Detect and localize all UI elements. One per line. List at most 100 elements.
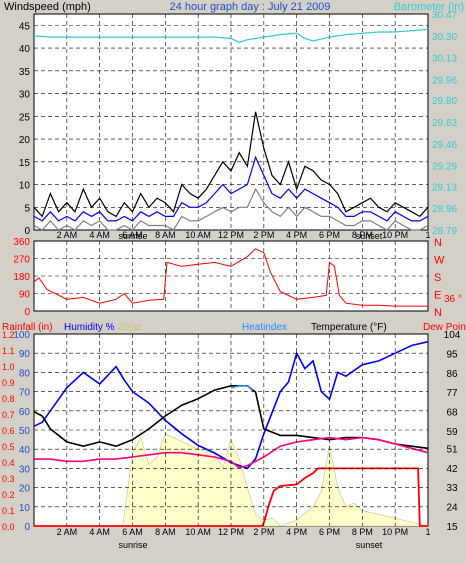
compass-label: N [434, 237, 442, 249]
temperature-tick-label: 42 [446, 464, 458, 475]
climate-x-tick-label: 6 PM [319, 527, 340, 537]
climate-x-tick-label: 2 AM [57, 527, 78, 537]
wind-x-tick-label: 10 PM [382, 230, 408, 240]
temperature-tick-label: 51 [446, 444, 458, 455]
direction-tick-label: 270 [13, 255, 30, 266]
wind-x-tick-label: 8 AM [155, 230, 176, 240]
climate-axis-ticks: 0 10 20 30 40 50 60 70 80 90 100 0.0 0.1 0.2 0.3 0.4 0.5… [2, 330, 461, 537]
wind-tick-label: 30 [19, 90, 31, 101]
temperature-tick-label: 24 [446, 503, 458, 514]
direction-series [33, 248, 428, 307]
solar-axis-label: Solar [118, 322, 142, 333]
rain-tick-label: 0.8 [2, 394, 15, 404]
temperature-tick-label: 104 [444, 330, 461, 341]
barometer-tick-label: 29.63 [432, 118, 457, 129]
wind-tick-label: 5 [24, 203, 30, 214]
barometer-tick-label: 29.29 [432, 162, 457, 173]
climate-x-tick-label: 2 PM [253, 527, 274, 537]
rain-tick-label: 1.1 [2, 346, 15, 356]
direction-tick-label: 360 [13, 237, 30, 248]
compass-label: E [434, 290, 441, 302]
barometer-tick-label: 29.46 [432, 140, 457, 151]
barometer-tick-label: 29.96 [432, 76, 457, 87]
series-line-gust [33, 111, 429, 218]
compass-label: W [434, 255, 445, 267]
temperature-axis-label: Temperature (°F) [311, 322, 387, 333]
climate-x-tick-label: 4 AM [89, 527, 110, 537]
climate-x-tick-label: 10 PM [382, 527, 408, 537]
humidity-tick-label: 20 [19, 484, 31, 495]
wind-x-tick-label: 10 AM [185, 230, 211, 240]
sunset-label-top: sunset [356, 231, 383, 241]
climate-x-tick-label: 1 [425, 527, 430, 537]
wind-x-tick-label: 4 PM [286, 230, 307, 240]
wind-tick-label: 25 [19, 112, 31, 123]
wind-tick-label: 40 [19, 44, 31, 55]
humidity-tick-label: 90 [19, 349, 31, 360]
wind-tick-label: 0 [24, 226, 30, 237]
wind-tick-label: 10 [19, 181, 31, 192]
compass-label: S [434, 272, 441, 284]
wind-series [33, 28, 429, 231]
windspeed-axis-label: Windspeed (mph) [4, 1, 91, 13]
barometer-tick-label: 30.47 [432, 10, 457, 21]
humidity-tick-label: 60 [19, 407, 31, 418]
sunrise-label-top: sunrise [118, 231, 147, 241]
rain-tick-label: 1.0 [2, 362, 15, 372]
barometer-tick-label: 29.13 [432, 182, 457, 193]
direction-tick-label: 90 [19, 290, 31, 301]
temperature-tick-label: 68 [446, 408, 458, 419]
series-line-dewpoint [34, 436, 429, 469]
temperature-tick-label: 59 [446, 427, 458, 438]
wind-x-tick-label: 12 PM [218, 230, 244, 240]
series-line-low [33, 187, 429, 231]
wind-x-tick-label: 2 PM [253, 230, 274, 240]
dewpoint-label: Dew Point [423, 322, 466, 333]
sunrise-label-bottom: sunrise [118, 540, 147, 550]
wind-x-tick-label: 8 PM [352, 230, 373, 240]
barometer-tick-label: 29.80 [432, 96, 457, 107]
climate-gridlines [34, 334, 428, 526]
temperature-tick-label: 86 [446, 369, 458, 380]
barometer-tick-label: 28.96 [432, 204, 457, 215]
humidity-tick-label: 40 [19, 445, 31, 456]
rain-tick-label: 0.9 [2, 378, 15, 388]
graph-title: 24 hour graph day : July 21 2009 [170, 1, 331, 13]
climate-x-tick-label: 10 AM [185, 527, 211, 537]
climate-x-tick-label: 8 PM [352, 527, 373, 537]
humidity-tick-label: 80 [19, 368, 31, 379]
rain-tick-label: 0.4 [2, 458, 15, 468]
temperature-tick-label: 77 [446, 388, 458, 399]
temperature-tick-label: 33 [446, 483, 458, 494]
series-line-heatindex [230, 385, 253, 391]
series-line-barometer [33, 28, 429, 43]
barometer-axis-label: Barometer (in) [394, 1, 464, 13]
direction-extra-label: 36 ° [444, 294, 462, 305]
compass-label: N [434, 307, 442, 319]
wind-x-tick-label: 2 AM [57, 230, 78, 240]
climate-x-tick-label: 4 PM [286, 527, 307, 537]
rain-tick-label: 1.2 [2, 330, 15, 340]
barometer-tick-label: 30.30 [432, 32, 457, 43]
humidity-axis-label: Humidity % [64, 322, 115, 333]
rain-tick-label: 0.1 [2, 506, 15, 516]
humidity-tick-label: 70 [19, 388, 31, 399]
wind-x-tick-label: 1 [425, 230, 430, 240]
humidity-tick-label: 30 [19, 464, 31, 475]
rain-tick-label: 0.2 [2, 490, 15, 500]
humidity-tick-label: 50 [19, 426, 31, 437]
barometer-tick-label: 30.13 [432, 54, 457, 65]
rain-tick-label: 0.6 [2, 426, 15, 436]
wind-tick-label: 20 [19, 135, 31, 146]
humidity-tick-label: 100 [13, 330, 30, 341]
series-line-avg [33, 155, 429, 222]
humidity-tick-label: 10 [19, 503, 31, 514]
direction-tick-label: 0 [24, 307, 30, 318]
wind-x-tick-label: 6 AM [122, 230, 143, 240]
rainfall-axis-label: Rainfall (in) [2, 322, 53, 333]
wind-tick-label: 35 [19, 67, 31, 78]
wind-tick-label: 15 [19, 158, 31, 169]
wind-tick-label: 45 [19, 21, 31, 32]
